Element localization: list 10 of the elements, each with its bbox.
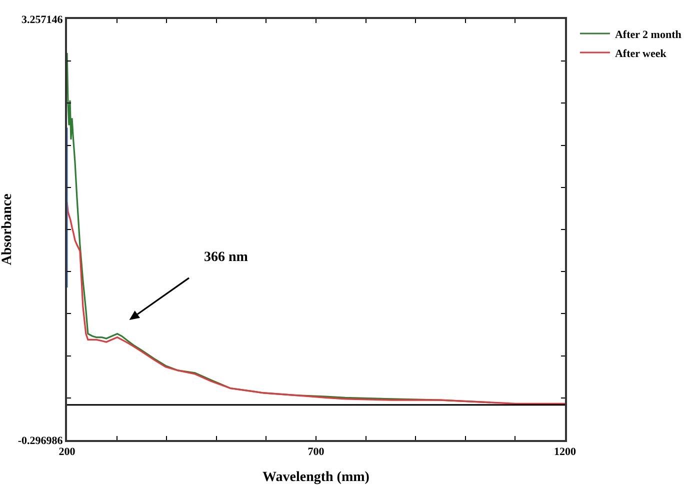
legend-label: After week [614, 48, 668, 60]
y-tick-label: -0.296986 [18, 434, 64, 447]
annotation: 366 nm [204, 250, 248, 265]
x-tick-label: 1200 [554, 446, 576, 458]
x-axis-title: Wavelength (mm) [262, 470, 370, 485]
legend-label: After 2 month [614, 28, 682, 41]
y-axis-title: Absorbance [0, 194, 15, 266]
x-tick-label: 200 [58, 446, 76, 458]
x-tick-label: 700 [308, 446, 325, 458]
y-tick-label: 3.257146 [22, 14, 64, 26]
